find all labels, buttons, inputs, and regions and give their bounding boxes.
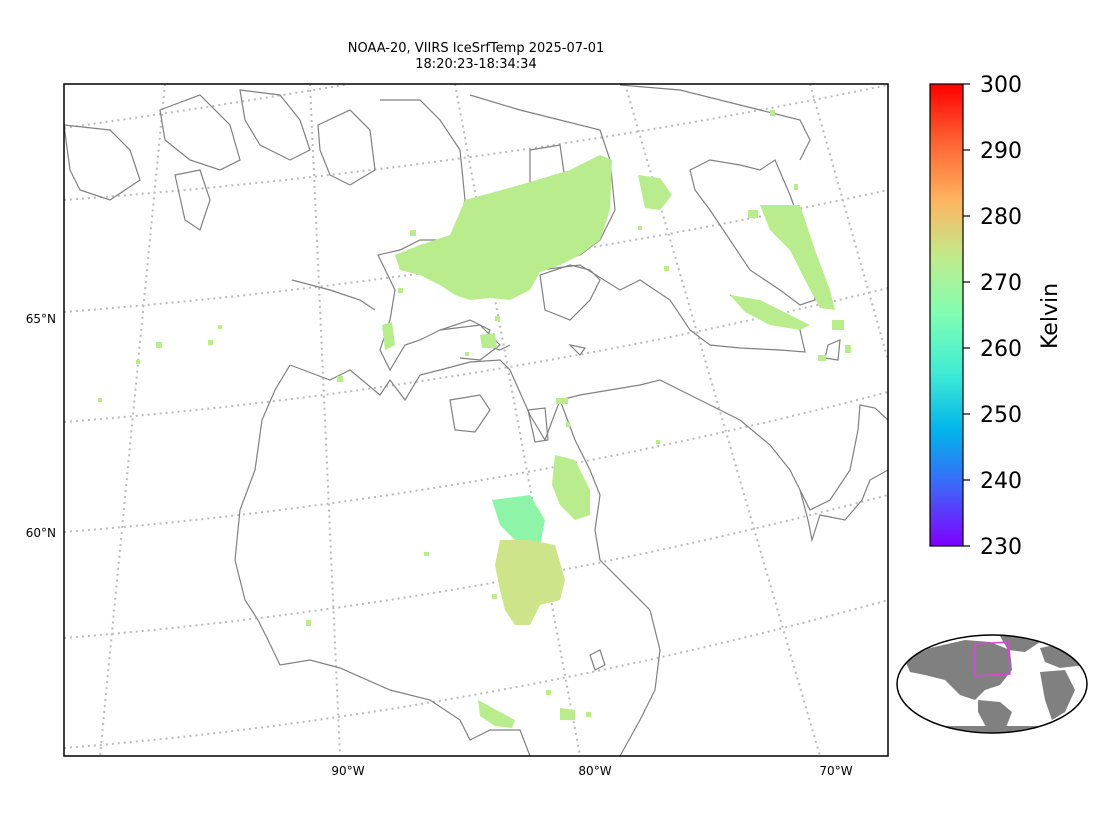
colorbar-tick-label: 280 bbox=[980, 205, 1022, 230]
coastline-island-a bbox=[159, 94, 241, 171]
coastline-island-g bbox=[527, 407, 549, 443]
latitude-line bbox=[64, 494, 888, 639]
coastline-island-d bbox=[317, 109, 376, 186]
coastline-island-e bbox=[174, 169, 211, 231]
pixel-speck bbox=[748, 210, 758, 218]
colorbar-ticks bbox=[963, 83, 970, 547]
coastline-island-c bbox=[239, 89, 311, 161]
coastline-islet-belcher bbox=[589, 649, 606, 671]
coastline-ungava bbox=[799, 469, 888, 543]
pixel-speck bbox=[218, 325, 222, 329]
pixel-speck bbox=[794, 184, 798, 190]
pixel-region-south-hudson bbox=[478, 700, 515, 728]
inset-globe bbox=[896, 634, 1088, 734]
pixel-speck bbox=[337, 376, 343, 382]
pixel-region-hudson-east bbox=[552, 455, 590, 520]
pixel-speck bbox=[546, 690, 551, 695]
pixel-speck bbox=[845, 345, 851, 353]
lon-label-90w: 90°W bbox=[331, 764, 364, 778]
pixel-region-foxe-basin bbox=[395, 155, 612, 300]
pixel-region-west-hudson-cold bbox=[492, 495, 545, 545]
colorbar-tick-label: 250 bbox=[980, 403, 1022, 428]
pixel-speck bbox=[424, 552, 429, 556]
map-area bbox=[64, 84, 888, 756]
lat-label-65n: 65°N bbox=[26, 312, 56, 326]
pixel-region-cumberland bbox=[638, 175, 672, 210]
pixel-region-baffin-east bbox=[760, 205, 835, 310]
colorbar: 300 290 280 270 260 250 240 230 Kelvin bbox=[929, 73, 1063, 560]
pixel-region-west-hudson bbox=[495, 540, 565, 625]
coastline-baffin-east bbox=[689, 159, 816, 306]
inset-australia bbox=[1078, 704, 1087, 718]
coastline-island-k bbox=[568, 344, 587, 356]
pixel-speck bbox=[306, 620, 311, 626]
coastline-james-bay bbox=[559, 399, 661, 756]
pixel-speck bbox=[556, 398, 568, 404]
pixel-speck bbox=[208, 340, 213, 345]
lon-label-80w: 80°W bbox=[578, 764, 611, 778]
lat-label-60n: 60°N bbox=[26, 526, 56, 540]
coastline-island-b bbox=[64, 124, 141, 201]
map-title-line1: NOAA-20, VIIRS IceSrfTemp 2025-07-01 bbox=[348, 41, 605, 56]
pixel-speck bbox=[495, 316, 500, 321]
meridian-line bbox=[309, 84, 341, 756]
inset-africa bbox=[1040, 670, 1075, 720]
pixel-speck bbox=[398, 288, 403, 293]
pixel-speck bbox=[656, 440, 660, 444]
lon-label-70w: 70°W bbox=[819, 764, 852, 778]
pixel-region-southampton bbox=[382, 322, 395, 350]
pixel-speck bbox=[818, 355, 826, 361]
coastline-island-f bbox=[449, 394, 491, 433]
coastline-island-h bbox=[291, 279, 376, 311]
latitude-line bbox=[64, 84, 888, 201]
meridian-line bbox=[99, 84, 166, 756]
colorbar-label: Kelvin bbox=[1038, 283, 1063, 349]
map-title-line2: 18:20:23-18:34:34 bbox=[415, 57, 536, 72]
coastline-island-i bbox=[619, 84, 811, 161]
colorbar-tick-label: 270 bbox=[980, 271, 1022, 296]
coastline-southampton bbox=[439, 324, 501, 361]
colorbar-gradient bbox=[929, 83, 964, 547]
inset-north-america bbox=[905, 640, 1012, 700]
pixel-speck bbox=[832, 320, 844, 330]
colorbar-tick-label: 240 bbox=[980, 469, 1022, 494]
inset-region-highlight bbox=[974, 641, 1011, 677]
colorbar-tick-label: 290 bbox=[980, 139, 1022, 164]
coastline-melville bbox=[539, 264, 601, 321]
pixel-region-baffin-south bbox=[730, 295, 810, 330]
map-frame bbox=[63, 83, 889, 757]
pixel-speck bbox=[664, 266, 669, 271]
colorbar-tick-label: 230 bbox=[980, 535, 1022, 560]
coastline-baffin-west bbox=[377, 99, 511, 372]
pixel-speck bbox=[770, 110, 775, 116]
latitude-line bbox=[64, 599, 888, 749]
colorbar-tick-label: 260 bbox=[980, 337, 1022, 362]
pixel-speck bbox=[566, 422, 570, 427]
meridian-line bbox=[624, 84, 821, 756]
pixel-region-roes-welcome bbox=[480, 333, 497, 348]
pixel-speck bbox=[465, 352, 469, 356]
pixel-speck bbox=[492, 594, 497, 599]
latitude-line bbox=[64, 391, 888, 533]
pixel-region-james-bay bbox=[560, 708, 575, 720]
pixel-speck bbox=[136, 360, 140, 364]
coastline-island-j bbox=[824, 339, 841, 361]
coastline-hudson-bay bbox=[289, 359, 888, 511]
pixel-speck bbox=[410, 230, 416, 236]
colorbar-tick-label: 300 bbox=[980, 73, 1022, 98]
pixel-speck bbox=[156, 342, 162, 348]
ice-temperature-pixels bbox=[98, 110, 851, 728]
pixel-speck bbox=[98, 398, 102, 402]
coastline-hudson-bay-west bbox=[234, 364, 531, 756]
pixel-speck bbox=[586, 712, 591, 717]
pixel-speck bbox=[638, 226, 642, 230]
